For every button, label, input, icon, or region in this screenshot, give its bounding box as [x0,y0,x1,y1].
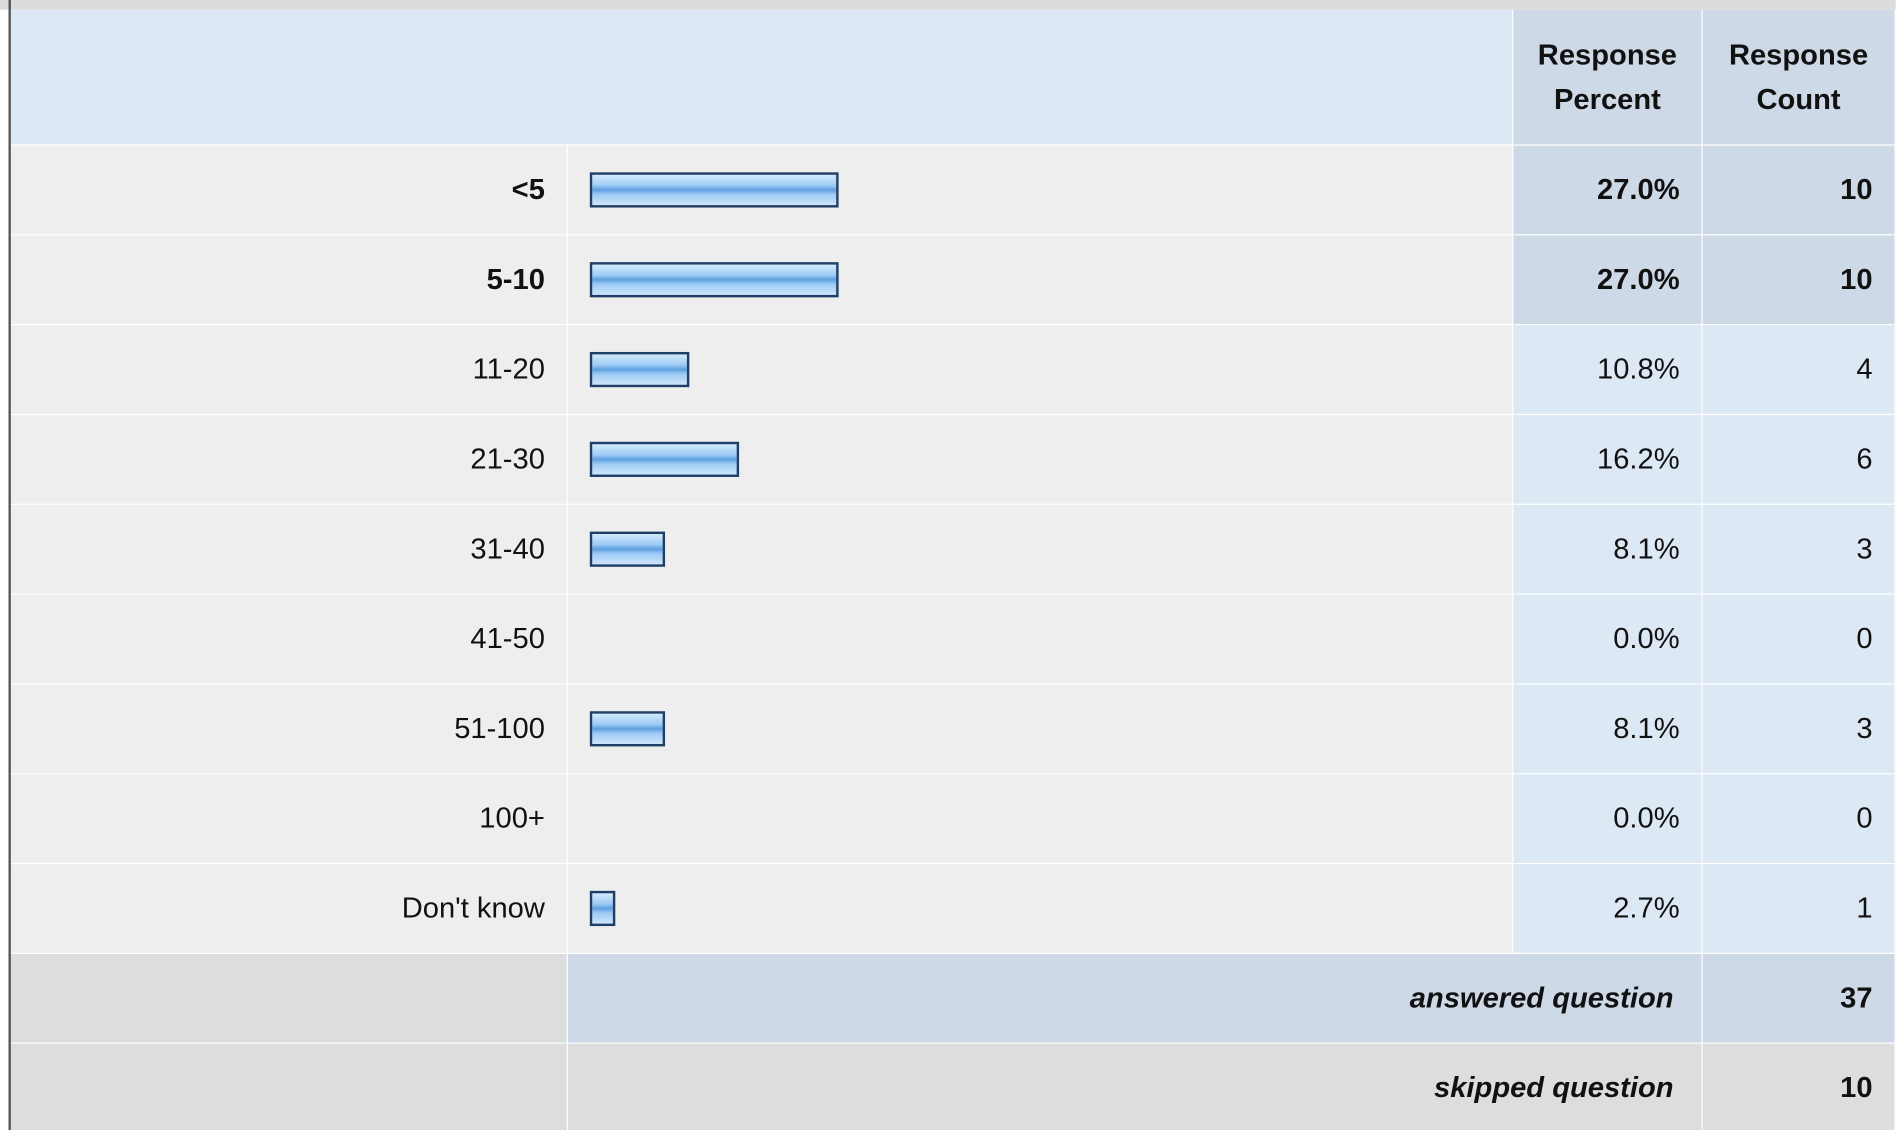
response-count: 4 [1702,325,1896,416]
left-border [8,0,11,1130]
response-percent: 10.8% [1513,325,1703,416]
answered-count: 37 [1702,953,1896,1044]
total-blank [10,1043,568,1130]
bar-cell [567,774,1514,865]
skipped-label: skipped question [567,1043,1703,1130]
response-percent: 0.0% [1513,774,1703,865]
bar-cell [567,325,1514,416]
percent-bar [589,262,840,298]
percent-bar [589,351,690,388]
response-percent: 2.7% [1513,864,1703,954]
response-count: 1 [1702,864,1896,954]
row-label: 21-30 [10,415,568,505]
response-count: 3 [1702,504,1896,595]
percent-bar [589,711,665,747]
percent-bar [589,890,615,927]
response-percent: 8.1% [1513,504,1703,595]
row-label: Don't know [10,864,568,954]
bar-cell [567,415,1514,505]
top-strip [0,0,1896,10]
response-percent: 27.0% [1513,145,1703,236]
response-percent: 27.0% [1513,235,1703,326]
bar-cell [567,504,1514,595]
skipped-count: 10 [1702,1043,1896,1130]
row-label: <5 [10,145,568,236]
row-label: 11-20 [10,325,568,416]
percent-bar [589,172,840,208]
row-label: 41-50 [10,594,568,685]
total-blank [10,953,568,1044]
response-percent: 8.1% [1513,684,1703,775]
percent-bar [589,531,665,567]
row-label: 51-100 [10,684,568,775]
row-label: 31-40 [10,504,568,595]
answered-label: answered question [567,953,1703,1044]
response-count: 10 [1702,235,1896,326]
header-blank [10,9,1514,146]
row-label: 5-10 [10,235,568,326]
response-count: 3 [1702,684,1896,775]
header-count: Response Count [1702,9,1896,146]
response-count: 6 [1702,415,1896,505]
header-percent: Response Percent [1513,9,1703,146]
bar-cell [567,684,1514,775]
percent-bar [589,441,740,477]
bar-cell [567,864,1514,954]
response-count: 10 [1702,145,1896,236]
bar-cell [567,594,1514,685]
response-percent: 16.2% [1513,415,1703,505]
response-count: 0 [1702,594,1896,685]
response-percent: 0.0% [1513,594,1703,685]
response-count: 0 [1702,774,1896,865]
row-label: 100+ [10,774,568,865]
